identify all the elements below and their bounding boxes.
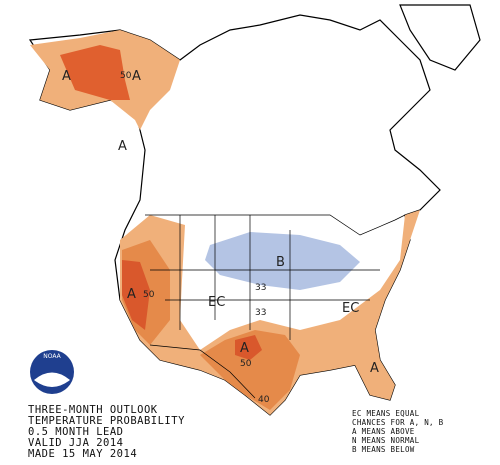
legend-line: B MEANS BELOW [352, 445, 415, 454]
map-label: EC [342, 301, 359, 316]
below-central [205, 232, 360, 290]
map-label: A [118, 139, 127, 154]
noaa-logo-text: NOAA [43, 353, 61, 360]
title-line: MADE 15 MAY 2014 [28, 448, 137, 460]
map-label: A [370, 361, 379, 376]
title-line: THREE-MONTH OUTLOOK [28, 404, 158, 416]
us-canada-border [145, 214, 406, 236]
map-label: A [240, 341, 249, 356]
noaa-logo-wave [34, 372, 70, 387]
greenland [399, 4, 481, 71]
above-south-high [235, 335, 262, 360]
above-south-mid [200, 330, 300, 410]
above-alaska-high [60, 45, 130, 100]
legend-line: EC MEANS EQUAL [352, 409, 420, 418]
contour-label: 33 [255, 308, 266, 318]
title-line: 0.5 MONTH LEAD [28, 426, 124, 438]
map-label: A [127, 287, 136, 302]
map-label: B [276, 255, 285, 270]
above-west [120, 210, 420, 415]
map-label: A [132, 69, 141, 84]
state-lines [150, 215, 380, 340]
legend-line: A MEANS ABOVE [352, 427, 415, 436]
contour-label: 50 [143, 290, 155, 300]
contour-label: 50 [240, 359, 252, 369]
contour-label: 50 [120, 71, 132, 81]
map-label: A [62, 69, 71, 84]
above-west-high [122, 260, 150, 330]
title-line: VALID JJA 2014 [28, 437, 124, 449]
contour-label: 40 [258, 395, 270, 405]
map-label: EC [208, 295, 225, 310]
contour-label: 33 [255, 283, 266, 293]
legend-line: N MEANS NORMAL [352, 436, 420, 445]
us-mexico-border [149, 344, 256, 399]
title-line: TEMPERATURE PROBABILITY [28, 415, 185, 427]
legend-line: CHANCES FOR A, N, B [352, 418, 444, 427]
